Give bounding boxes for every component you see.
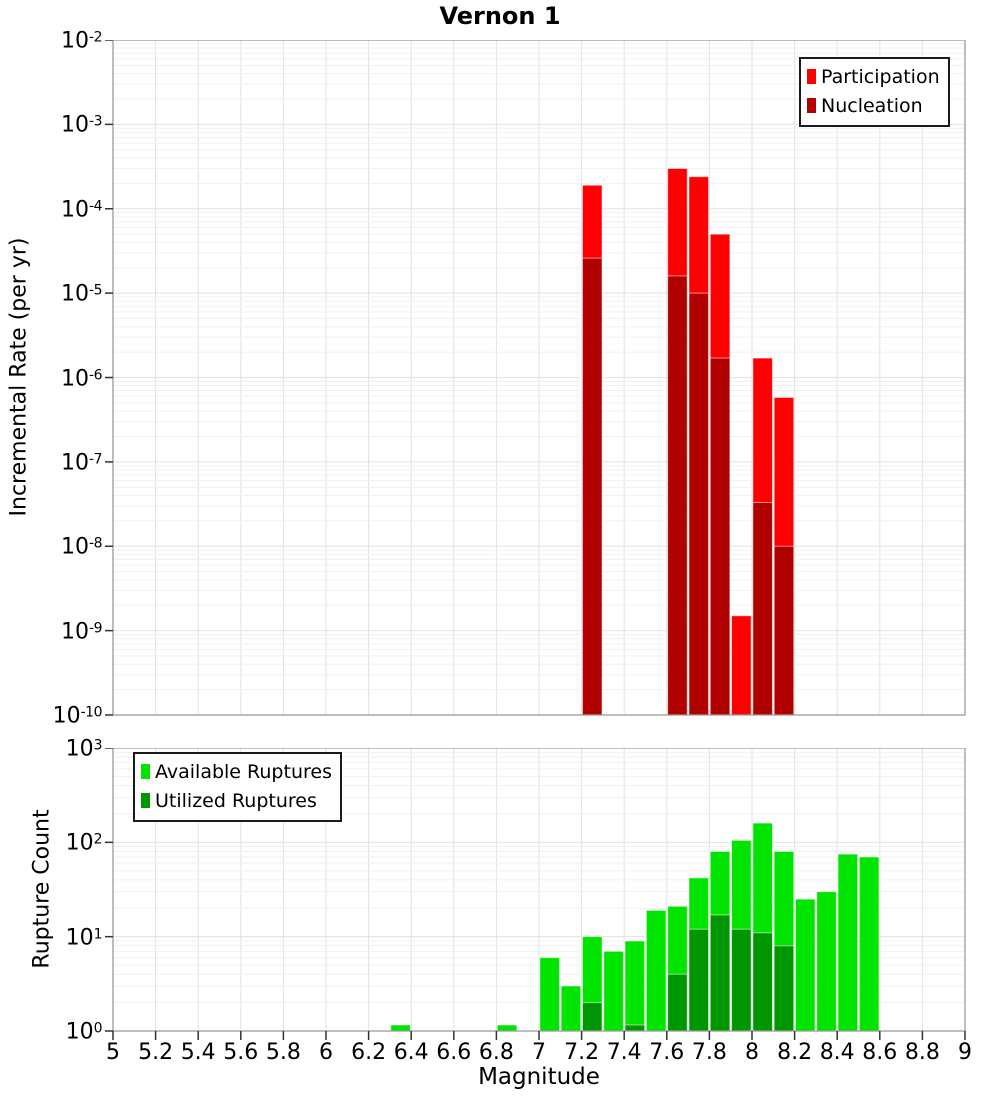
available-ruptures-swatch-icon [141,764,150,779]
bar-utilized-ruptures [752,932,773,1032]
x-tick-label: 7 [532,1040,546,1065]
x-tick-label: 6.8 [478,1040,514,1065]
bar-nucleation [688,292,710,716]
bar-available-ruptures [624,940,646,1032]
bar-utilized-ruptures [731,928,752,1032]
x-tick-label: 5.6 [223,1040,259,1065]
y-tick-label: 101 [65,925,103,951]
legend-label-utilized-ruptures: Utilized Ruptures [155,789,317,812]
bar-nucleation [752,502,773,716]
x-tick-label: 7.4 [606,1040,642,1065]
legend-entry-participation: Participation [807,62,940,91]
x-tick-label: 5.4 [180,1040,216,1065]
y-tick-label: 10-2 [61,28,102,54]
bar-participation [731,615,752,716]
bar-nucleation [709,357,731,716]
top-legend: Participation Nucleation [799,57,950,127]
utilized-ruptures-swatch-icon [141,793,150,808]
nucleation-swatch-icon [807,98,816,113]
x-tick-label: 8.4 [819,1040,855,1065]
bar-available-ruptures [390,1024,411,1032]
y-tick-label: 10-3 [61,112,102,138]
x-tick-label: 6.4 [393,1040,429,1065]
x-tick-label: 7.8 [691,1040,727,1065]
legend-entry-available-ruptures: Available Ruptures [141,757,332,786]
y-tick-label: 10-10 [52,703,103,729]
bar-available-ruptures [560,985,582,1032]
bar-available-ruptures [496,1024,518,1032]
chart-title: Vernon 1 [439,2,561,30]
top-plot-svg [105,40,966,716]
x-tick-label: 6.2 [351,1040,387,1065]
x-tick-label: 6 [319,1040,333,1065]
x-tick-label: 5.2 [138,1040,174,1065]
bar-utilized-ruptures [667,973,688,1032]
bar-utilized-ruptures [709,914,731,1032]
x-axis-label: Magnitude [478,1064,600,1090]
x-tick-label: 5.8 [265,1040,301,1065]
y-tick-label: 10-8 [61,534,102,560]
participation-swatch-icon [807,69,816,84]
bar-utilized-ruptures [688,928,710,1032]
bar-nucleation [773,545,795,716]
bottom-legend: Available Ruptures Utilized Ruptures [133,752,342,822]
x-tick-label: 5 [106,1040,120,1065]
bottom-plot-svg [105,748,966,1040]
x-tick-label: 8.8 [904,1040,940,1065]
x-tick-label: 8.6 [862,1040,898,1065]
bar-available-ruptures [603,950,624,1032]
bar-available-ruptures [539,957,560,1032]
bar-available-ruptures [794,898,816,1032]
bar-utilized-ruptures [624,1024,646,1032]
x-tick-label: 9 [958,1040,972,1065]
y-tick-label: 10-4 [61,197,102,223]
bar-nucleation [581,257,603,716]
legend-entry-nucleation: Nucleation [807,91,940,120]
y-tick-label: 102 [65,830,103,856]
x-tick-label: 7.2 [564,1040,600,1065]
bar-available-ruptures [645,909,667,1032]
y-tick-label: 10-9 [61,619,102,645]
x-tick-label: 7.6 [649,1040,685,1065]
legend-label-participation: Participation [821,65,940,88]
x-tick-label: 6.6 [436,1040,472,1065]
legend-entry-utilized-ruptures: Utilized Ruptures [141,786,332,815]
y-tick-label: 10-5 [61,281,102,307]
bar-available-ruptures [858,856,880,1032]
x-tick-label: 8.2 [777,1040,813,1065]
y-tick-label: 10-7 [61,450,102,476]
x-tick-label: 8 [745,1040,759,1065]
y-tick-label: 100 [65,1019,103,1045]
legend-label-available-ruptures: Available Ruptures [155,760,332,783]
legend-label-nucleation: Nucleation [821,94,923,117]
bar-utilized-ruptures [773,945,795,1032]
y-tick-label: 103 [65,736,103,762]
bar-nucleation [667,275,688,716]
y-tick-label: 10-6 [61,365,102,391]
bar-available-ruptures [816,891,837,1032]
bar-utilized-ruptures [581,1002,603,1032]
bar-available-ruptures [837,853,859,1032]
